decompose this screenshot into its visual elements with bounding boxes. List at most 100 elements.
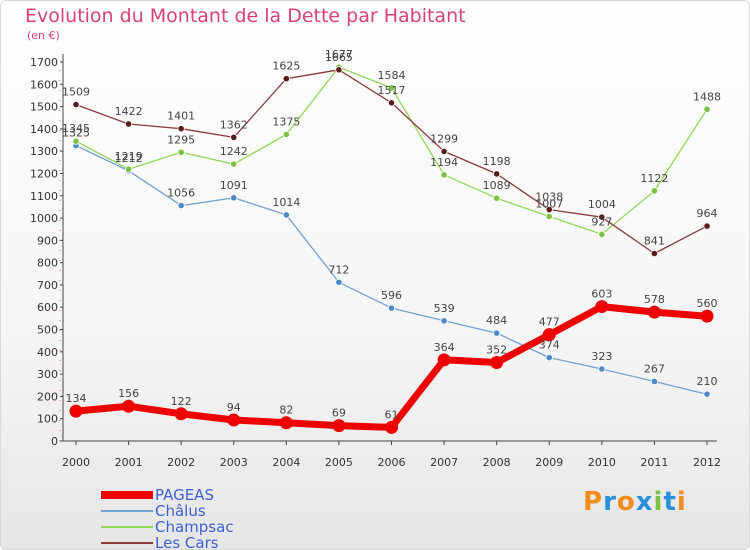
data-point xyxy=(122,399,136,413)
data-point xyxy=(69,404,83,418)
data-label: 69 xyxy=(332,407,346,420)
legend-label: Champsac xyxy=(155,518,234,536)
data-label: 210 xyxy=(697,375,718,388)
data-point xyxy=(72,137,80,145)
data-label: 1509 xyxy=(62,86,90,99)
chart-subtitle: (en €) xyxy=(27,29,60,42)
data-point xyxy=(332,419,346,433)
data-label: 964 xyxy=(697,207,718,220)
data-label: 1295 xyxy=(167,133,195,146)
chart-title: Evolution du Montant de la Dette par Hab… xyxy=(25,5,466,27)
data-point xyxy=(227,413,241,427)
data-labels: 1325 1212 1056 1091 1014 712 596 539 484 374 323 26… xyxy=(62,48,721,421)
data-point xyxy=(230,133,238,141)
brand-letter: i xyxy=(653,487,664,517)
y-tick-label: 700 xyxy=(37,279,58,292)
data-label: 1422 xyxy=(115,105,143,118)
data-label: 596 xyxy=(381,289,402,302)
data-label: 1375 xyxy=(272,115,300,128)
data-label: 712 xyxy=(328,263,349,276)
data-label: 1219 xyxy=(115,150,143,163)
data-point xyxy=(335,278,343,286)
data-label: 61 xyxy=(385,408,399,421)
data-point xyxy=(650,249,659,258)
brand-letter: x xyxy=(635,487,654,517)
data-point xyxy=(545,205,553,214)
series-line-ch-lus xyxy=(75,144,708,395)
data-point xyxy=(493,194,501,202)
data-label: 1007 xyxy=(535,197,563,210)
data-label: 484 xyxy=(486,314,507,327)
brand-letter: r xyxy=(603,487,617,517)
x-tick-label: 2010 xyxy=(588,456,616,469)
data-label: 560 xyxy=(697,297,718,310)
x-tick-label: 2004 xyxy=(272,456,300,469)
y-tick-label: 0 xyxy=(51,435,58,448)
legend-label: Les Cars xyxy=(155,534,219,550)
x-tick-label: 2005 xyxy=(325,456,353,469)
data-point xyxy=(387,99,396,107)
data-label: 134 xyxy=(66,392,87,405)
y-tick-label: 1400 xyxy=(30,123,58,136)
data-point xyxy=(279,416,293,430)
data-point xyxy=(545,354,553,362)
data-point xyxy=(335,66,343,74)
data-point xyxy=(700,309,714,323)
data-label: 841 xyxy=(644,235,665,248)
data-label: 1345 xyxy=(62,122,90,135)
data-point xyxy=(542,328,556,342)
brand-letter: o xyxy=(616,487,636,517)
y-tick-label: 1300 xyxy=(30,145,58,158)
data-label: 1212 xyxy=(115,152,143,165)
x-tick-label: 2006 xyxy=(378,456,406,469)
data-label: 1089 xyxy=(483,179,511,192)
data-point xyxy=(385,420,398,434)
legend-swatch xyxy=(101,542,153,544)
data-label: 1325 xyxy=(62,127,90,140)
x-tick-label: 2001 xyxy=(115,456,143,469)
data-label: 1038 xyxy=(535,191,563,204)
data-point xyxy=(124,120,133,128)
data-point xyxy=(545,212,553,221)
data-label: 1299 xyxy=(430,132,458,145)
data-label: 323 xyxy=(591,350,612,363)
data-point xyxy=(177,201,185,210)
data-point xyxy=(703,390,711,398)
data-point xyxy=(282,130,290,139)
data-label: 1194 xyxy=(430,156,458,169)
data-label: 1122 xyxy=(640,172,668,185)
legend-swatch xyxy=(101,491,153,499)
data-point xyxy=(282,75,290,83)
y-tick-label: 1600 xyxy=(30,78,58,91)
data-point xyxy=(282,211,290,219)
data-point xyxy=(177,125,185,133)
data-label: 374 xyxy=(539,339,560,352)
series-points xyxy=(69,63,714,434)
x-tick-label: 2002 xyxy=(167,456,195,469)
brand-letter: i xyxy=(676,487,687,517)
data-label: 1362 xyxy=(220,118,248,131)
data-label: 1091 xyxy=(220,179,248,192)
x-tick-label: 2008 xyxy=(483,456,511,469)
data-label: 1198 xyxy=(483,155,511,168)
data-point xyxy=(598,365,606,373)
data-point xyxy=(387,84,396,92)
data-label: 1242 xyxy=(220,145,248,158)
data-label: 1517 xyxy=(378,84,406,97)
data-label: 1004 xyxy=(588,198,616,211)
data-label: 927 xyxy=(591,215,612,228)
data-point xyxy=(650,377,659,386)
data-point xyxy=(598,230,606,238)
y-tick-label: 1000 xyxy=(30,212,58,225)
data-label: 1665 xyxy=(325,51,353,64)
data-label: 578 xyxy=(644,293,665,306)
data-label: 267 xyxy=(644,362,665,375)
x-tick-label: 2000 xyxy=(62,456,90,469)
data-point xyxy=(437,353,451,367)
data-label: 1056 xyxy=(167,187,195,200)
data-label: 1401 xyxy=(167,110,195,123)
y-tick-label: 1200 xyxy=(30,167,58,180)
data-point xyxy=(230,160,238,168)
y-tick-label: 800 xyxy=(37,257,58,270)
